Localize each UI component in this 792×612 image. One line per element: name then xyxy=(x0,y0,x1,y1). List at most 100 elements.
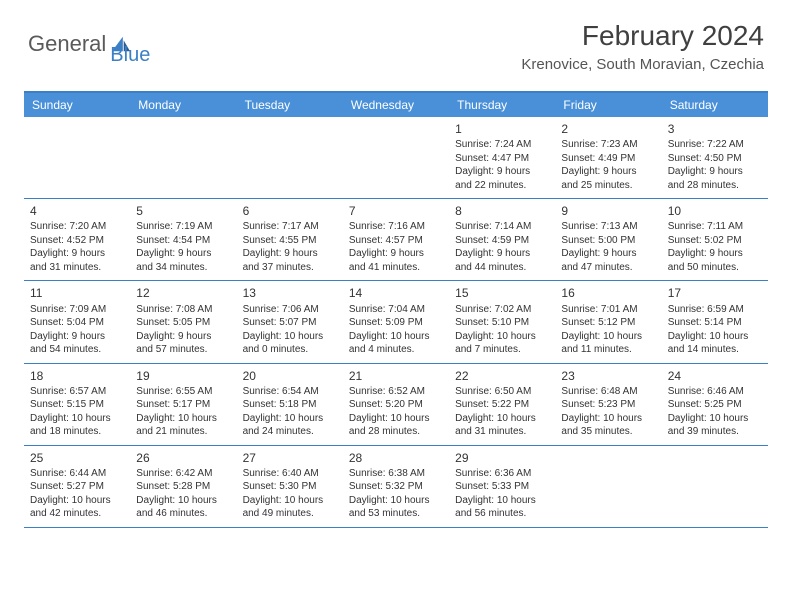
calendar-day-cell: 26Sunrise: 6:42 AMSunset: 5:28 PMDayligh… xyxy=(130,446,236,527)
sunset-text: Sunset: 5:18 PM xyxy=(243,398,337,412)
calendar-day-cell: 7Sunrise: 7:16 AMSunset: 4:57 PMDaylight… xyxy=(343,199,449,280)
location-subtitle: Krenovice, South Moravian, Czechia xyxy=(521,56,764,73)
day-header: Friday xyxy=(555,93,661,117)
sunrise-text: Sunrise: 6:48 AM xyxy=(561,385,655,399)
daylight2-text: and 28 minutes. xyxy=(349,425,443,439)
calendar-day-cell: 17Sunrise: 6:59 AMSunset: 5:14 PMDayligh… xyxy=(662,281,768,362)
daylight1-text: Daylight: 10 hours xyxy=(349,330,443,344)
day-number: 1 xyxy=(455,121,549,137)
calendar-day-cell xyxy=(555,446,661,527)
sunrise-text: Sunrise: 7:22 AM xyxy=(668,138,762,152)
sunset-text: Sunset: 4:49 PM xyxy=(561,152,655,166)
calendar-day-cell: 15Sunrise: 7:02 AMSunset: 5:10 PMDayligh… xyxy=(449,281,555,362)
calendar-table: SundayMondayTuesdayWednesdayThursdayFrid… xyxy=(24,91,768,528)
calendar-day-cell: 13Sunrise: 7:06 AMSunset: 5:07 PMDayligh… xyxy=(237,281,343,362)
daylight1-text: Daylight: 10 hours xyxy=(30,412,124,426)
sunrise-text: Sunrise: 7:14 AM xyxy=(455,220,549,234)
sunset-text: Sunset: 5:27 PM xyxy=(30,480,124,494)
calendar-day-cell: 20Sunrise: 6:54 AMSunset: 5:18 PMDayligh… xyxy=(237,364,343,445)
day-number: 26 xyxy=(136,450,230,466)
day-header: Thursday xyxy=(449,93,555,117)
day-number: 3 xyxy=(668,121,762,137)
daylight1-text: Daylight: 10 hours xyxy=(243,330,337,344)
daylight1-text: Daylight: 9 hours xyxy=(243,247,337,261)
calendar-day-cell xyxy=(662,446,768,527)
day-number: 22 xyxy=(455,368,549,384)
daylight2-text: and 49 minutes. xyxy=(243,507,337,521)
day-header: Sunday xyxy=(24,93,130,117)
day-number: 8 xyxy=(455,203,549,219)
day-number: 19 xyxy=(136,368,230,384)
sunset-text: Sunset: 4:47 PM xyxy=(455,152,549,166)
daylight2-text: and 42 minutes. xyxy=(30,507,124,521)
calendar-day-cell: 24Sunrise: 6:46 AMSunset: 5:25 PMDayligh… xyxy=(662,364,768,445)
sunrise-text: Sunrise: 7:17 AM xyxy=(243,220,337,234)
calendar-day-cell: 11Sunrise: 7:09 AMSunset: 5:04 PMDayligh… xyxy=(24,281,130,362)
sunrise-text: Sunrise: 6:42 AM xyxy=(136,467,230,481)
daylight2-text: and 31 minutes. xyxy=(455,425,549,439)
sunrise-text: Sunrise: 6:54 AM xyxy=(243,385,337,399)
daylight2-text: and 4 minutes. xyxy=(349,343,443,357)
daylight2-text: and 54 minutes. xyxy=(30,343,124,357)
sunrise-text: Sunrise: 7:16 AM xyxy=(349,220,443,234)
calendar-week-row: 4Sunrise: 7:20 AMSunset: 4:52 PMDaylight… xyxy=(24,199,768,281)
sunset-text: Sunset: 5:17 PM xyxy=(136,398,230,412)
daylight1-text: Daylight: 9 hours xyxy=(561,165,655,179)
daylight2-text: and 46 minutes. xyxy=(136,507,230,521)
sunrise-text: Sunrise: 7:04 AM xyxy=(349,303,443,317)
calendar-day-cell xyxy=(130,117,236,198)
day-number: 28 xyxy=(349,450,443,466)
sunset-text: Sunset: 5:28 PM xyxy=(136,480,230,494)
sunset-text: Sunset: 4:50 PM xyxy=(668,152,762,166)
daylight1-text: Daylight: 10 hours xyxy=(243,412,337,426)
daylight2-text: and 18 minutes. xyxy=(30,425,124,439)
daylight2-text: and 0 minutes. xyxy=(243,343,337,357)
day-number: 13 xyxy=(243,285,337,301)
sunrise-text: Sunrise: 7:24 AM xyxy=(455,138,549,152)
calendar-week-row: 1Sunrise: 7:24 AMSunset: 4:47 PM Daylight… xyxy=(24,117,768,199)
day-number: 18 xyxy=(30,368,124,384)
logo: General Blue xyxy=(28,20,150,67)
sunrise-text: Sunrise: 6:44 AM xyxy=(30,467,124,481)
daylight2-text: and 57 minutes. xyxy=(136,343,230,357)
daylight1-text: Daylight: 10 hours xyxy=(561,330,655,344)
daylight1-text: Daylight: 10 hours xyxy=(668,412,762,426)
day-number: 12 xyxy=(136,285,230,301)
sunset-text: Sunset: 5:02 PM xyxy=(668,234,762,248)
daylight2-text: and 53 minutes. xyxy=(349,507,443,521)
calendar-day-cell: 28Sunrise: 6:38 AMSunset: 5:32 PMDayligh… xyxy=(343,446,449,527)
sunrise-text: Sunrise: 6:40 AM xyxy=(243,467,337,481)
daylight1-text: Daylight: 10 hours xyxy=(349,412,443,426)
daylight2-text: and 21 minutes. xyxy=(136,425,230,439)
calendar-week-row: 11Sunrise: 7:09 AMSunset: 5:04 PMDayligh… xyxy=(24,281,768,363)
calendar-day-cell: 29Sunrise: 6:36 AMSunset: 5:33 PMDayligh… xyxy=(449,446,555,527)
day-number: 6 xyxy=(243,203,337,219)
day-number: 24 xyxy=(668,368,762,384)
calendar-week-row: 25Sunrise: 6:44 AMSunset: 5:27 PMDayligh… xyxy=(24,446,768,528)
sunset-text: Sunset: 5:09 PM xyxy=(349,316,443,330)
daylight1-text: Daylight: 9 hours xyxy=(668,247,762,261)
sunset-text: Sunset: 5:20 PM xyxy=(349,398,443,412)
sunrise-text: Sunrise: 6:52 AM xyxy=(349,385,443,399)
daylight2-text: and 31 minutes. xyxy=(30,261,124,275)
sunrise-text: Sunrise: 7:01 AM xyxy=(561,303,655,317)
day-header: Wednesday xyxy=(343,93,449,117)
sunset-text: Sunset: 5:30 PM xyxy=(243,480,337,494)
day-number: 5 xyxy=(136,203,230,219)
day-number: 9 xyxy=(561,203,655,219)
daylight2-text: and 41 minutes. xyxy=(349,261,443,275)
daylight2-text: and 7 minutes. xyxy=(455,343,549,357)
document-header: General Blue February 2024 Krenovice, So… xyxy=(0,0,792,81)
day-number: 21 xyxy=(349,368,443,384)
day-number: 11 xyxy=(30,285,124,301)
daylight1-text: Daylight: 9 hours xyxy=(349,247,443,261)
sunset-text: Sunset: 5:33 PM xyxy=(455,480,549,494)
day-number: 4 xyxy=(30,203,124,219)
day-number: 29 xyxy=(455,450,549,466)
daylight1-text: Daylight: 10 hours xyxy=(243,494,337,508)
sunset-text: Sunset: 5:32 PM xyxy=(349,480,443,494)
logo-text-general: General xyxy=(28,31,106,57)
daylight2-text: and 22 minutes. xyxy=(455,179,549,193)
sunrise-text: Sunrise: 7:13 AM xyxy=(561,220,655,234)
daylight1-text: Daylight: 9 hours xyxy=(30,247,124,261)
